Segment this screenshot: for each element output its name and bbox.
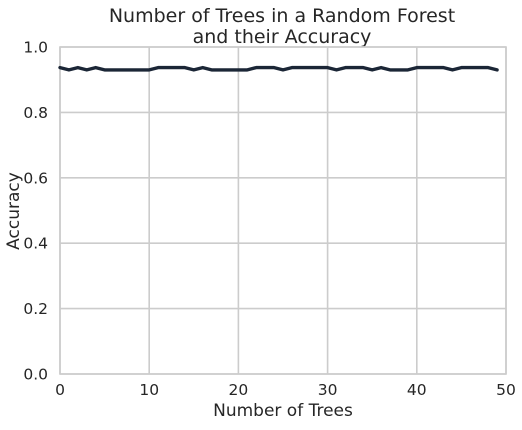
x-tick-label: 40 bbox=[407, 381, 427, 399]
accuracy-series-line bbox=[60, 68, 497, 70]
y-tick-label: 0.0 bbox=[23, 366, 48, 384]
y-tick-label: 0.8 bbox=[23, 104, 48, 122]
x-tick-label: 0 bbox=[55, 381, 65, 399]
axes-frame bbox=[60, 47, 506, 374]
series-layer bbox=[60, 68, 497, 70]
x-tick-label: 10 bbox=[139, 381, 159, 399]
y-tick-label: 0.2 bbox=[23, 300, 48, 318]
tick-labels: 0 10 20 30 40 50 0.0 0.2 0.4 0.6 0.8 1.0 bbox=[23, 39, 516, 400]
chart-title-line-2: and their Accuracy bbox=[193, 26, 372, 48]
x-tick-label: 20 bbox=[229, 381, 249, 399]
y-tick-label: 0.6 bbox=[23, 169, 48, 187]
y-tick-label: 1.0 bbox=[23, 39, 48, 57]
chart-title-line-1: Number of Trees in a Random Forest bbox=[109, 5, 455, 27]
y-axis-label: Accuracy bbox=[4, 172, 24, 250]
y-tick-label: 0.4 bbox=[23, 235, 48, 253]
x-tick-label: 30 bbox=[318, 381, 338, 399]
x-axis-label: Number of Trees bbox=[213, 401, 353, 421]
x-tick-label: 50 bbox=[496, 381, 516, 399]
plot-frame bbox=[60, 47, 506, 374]
grid-lines bbox=[60, 47, 506, 374]
